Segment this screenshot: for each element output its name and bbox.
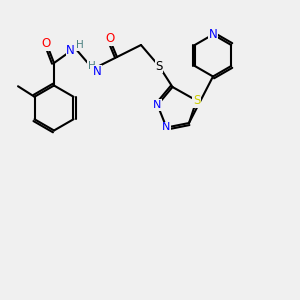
Text: S: S	[193, 94, 200, 107]
Text: N: N	[162, 122, 171, 133]
Text: N: N	[66, 44, 75, 58]
Text: N: N	[208, 28, 217, 41]
Text: O: O	[42, 37, 51, 50]
Text: N: N	[93, 65, 102, 79]
Text: O: O	[105, 32, 114, 46]
Text: S: S	[155, 59, 163, 73]
Text: H: H	[88, 61, 95, 71]
Text: H: H	[76, 40, 83, 50]
Text: N: N	[153, 100, 162, 110]
